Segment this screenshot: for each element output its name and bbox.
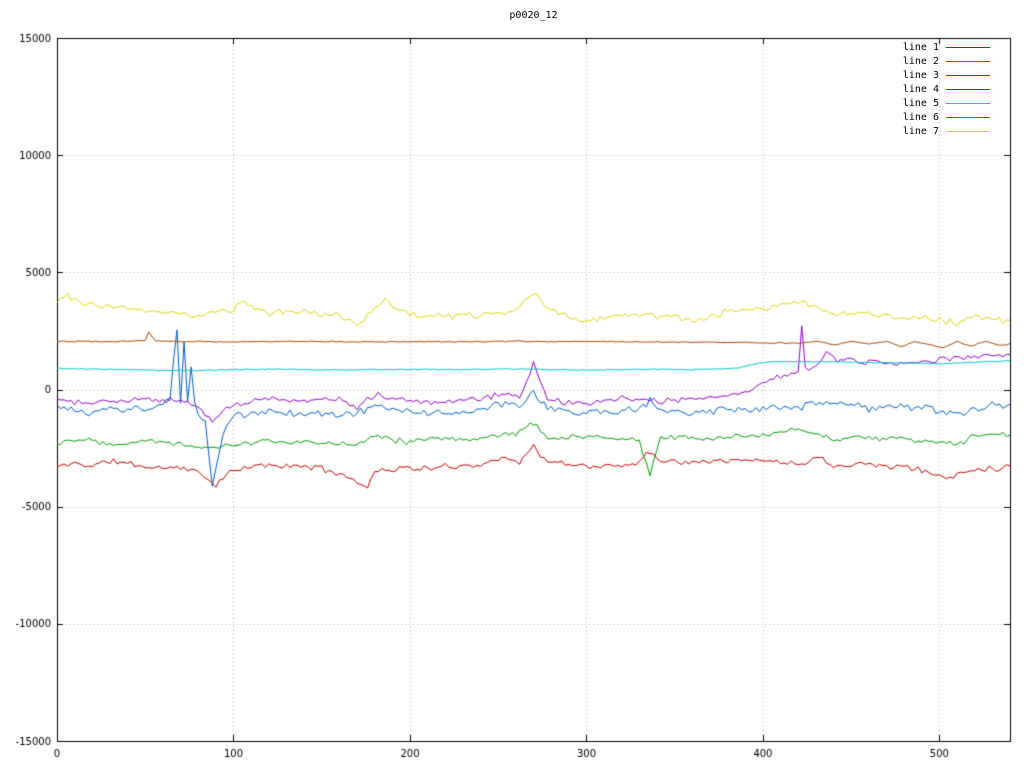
legend-item: line 1 — [903, 40, 990, 54]
legend-label: line 2 — [902, 55, 939, 67]
legend-line-sample — [946, 130, 990, 132]
legend-label: line 5 — [902, 97, 939, 109]
legend-line-sample — [946, 88, 990, 90]
legend-item: line 5 — [903, 96, 990, 110]
legend-line-sample — [946, 46, 990, 48]
legend-line-sample — [946, 60, 990, 62]
legend-line-sample — [946, 74, 990, 76]
legend-line-sample — [946, 102, 990, 104]
chart-title: p0020_12 — [509, 10, 558, 21]
legend-label: line 6 — [902, 111, 939, 123]
legend-item: line 6 — [903, 110, 990, 124]
legend-label: line 3 — [902, 69, 939, 81]
legend-label: line 4 — [902, 83, 939, 95]
legend-item: line 4 — [903, 82, 990, 96]
legend-label: line 7 — [902, 125, 939, 137]
legend: line 1 line 2 line 3 line 4 line 5 line 6 line… — [903, 40, 990, 138]
legend-item: line 3 — [903, 68, 990, 82]
legend-line-sample — [946, 116, 990, 118]
legend-item: line 7 — [903, 124, 990, 138]
legend-item: line 2 — [903, 54, 990, 68]
legend-label: line 1 — [902, 41, 939, 53]
